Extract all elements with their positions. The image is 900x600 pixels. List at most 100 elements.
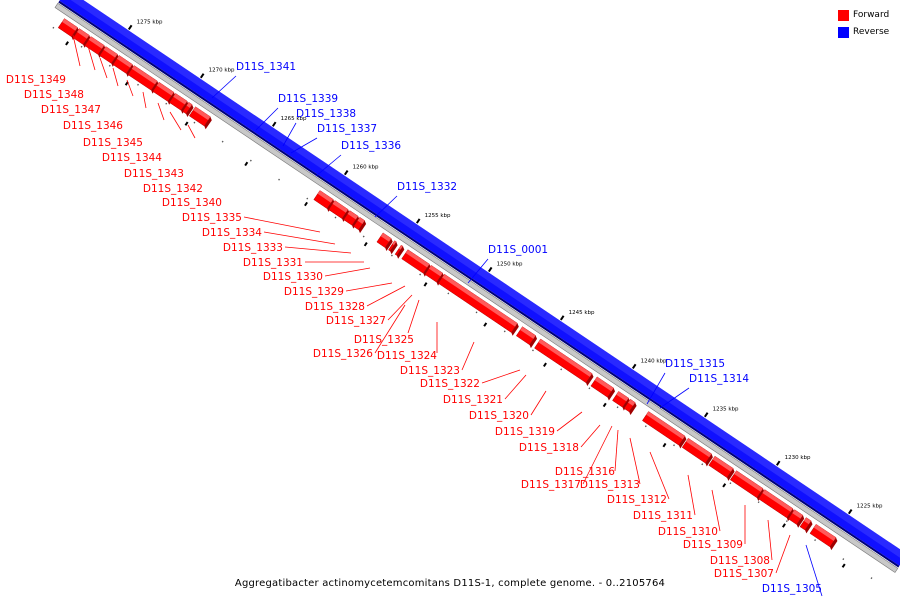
leader-line-d11s_1346 [112,67,119,87]
minor-tick [334,216,337,219]
leader-line-d11s_1330 [324,267,371,277]
forward-gene-side [678,436,687,449]
forward-gene-side [586,373,594,386]
minor-tick [475,311,478,314]
legend-forward: Forward [838,8,898,22]
gene-label-d11s_1348: D11S_1348 [24,89,84,101]
leader-line-d11s_1325 [407,299,420,334]
major-tick [184,121,189,126]
ruler-tick [271,121,277,127]
forward-gene-side [181,101,189,114]
leader-line-d11s_1328 [366,285,406,307]
leader-line-d11s_1334 [263,231,336,245]
gene-label-d11s_1309: D11S_1309 [683,539,743,551]
gene-label-d11s_1339: D11S_1339 [278,93,338,105]
gene-label-d11s_1327: D11S_1327 [326,315,386,327]
leader-line-d11s_1344 [142,91,147,109]
minor-tick [306,197,309,200]
gene-label-d11s_1315: D11S_1315 [665,358,725,370]
gene-label-d11s_1336: D11S_1336 [341,140,401,152]
gene-label-d11s_0001: D11S_0001 [488,244,548,256]
ruler-tick [775,460,781,466]
forward-gene-top [405,249,430,268]
leader-line-d11s_1342 [169,111,182,131]
forward-gene-side [167,92,176,105]
leader-line-d11s_1308 [767,519,773,561]
ruler-tick-label: 1225 kbp [857,504,883,510]
ruler-tick [415,218,421,224]
gene-label-d11s_1329: D11S_1329 [284,286,344,298]
gene-label-d11s_1314: D11S_1314 [689,373,749,385]
forward-gene-side [829,537,838,551]
gene-labels: D11S_1349 D11S_1348 D11S_1347 D11S_1346 D11S… [6,61,822,595]
leader-line-d11s_1315 [646,372,666,405]
gene-label-d11s_1325: D11S_1325 [354,334,414,346]
major-tick [363,241,368,247]
minor-tick [52,26,55,29]
forward-gene-top [712,456,734,472]
ruler-tick-label: 1245 kbp [569,310,595,316]
minor-tick [588,387,591,390]
gene-label-d11s_1326: D11S_1326 [313,348,373,360]
leader-line-d11s_1310 [711,489,721,532]
forward-gene-top [186,102,193,108]
ruler-tick-label: 1270 kbp [209,68,235,74]
gene-label-d11s_1334: D11S_1334 [202,227,262,239]
minor-tick [137,83,139,86]
forward-gene-top [734,470,763,492]
gene-label-d11s_1347: D11S_1347 [41,104,101,116]
ruler-tick [703,412,709,418]
reverse-strand-shadow [58,0,900,568]
gene-label-d11s_1321: D11S_1321 [443,394,503,406]
forward-gene-top [792,509,803,519]
legend-reverse: Reverse [838,25,898,39]
leader-line-d11s_1313 [629,437,641,485]
leader-line-d11s_1307 [775,534,791,574]
leader-line-d11s_1338 [282,122,297,147]
major-tick [483,322,488,327]
major-tick [662,442,667,448]
minor-tick [616,406,619,409]
minor-tick [870,577,873,580]
major-tick [244,161,249,167]
minor-tick [814,539,817,542]
forward-gene-side [352,216,360,229]
gene-label-d11s_1346: D11S_1346 [63,120,123,132]
forward-gene-side [511,323,519,336]
major-tick [65,41,69,46]
gene-label-d11s_1317: D11S_1317 [521,479,581,491]
reverse-swatch [838,26,849,38]
ruler-tick-label: 1235 kbp [713,407,739,413]
leader-line-d11s_1337 [290,137,318,154]
minor-tick [278,178,281,181]
ruler-tick-label: 1265 kbp [281,116,307,122]
minor-tick [447,292,450,295]
gene-label-d11s_1313: D11S_1313 [580,479,640,491]
ruler-tick [199,73,205,79]
ruler-tick-label: 1275 kbp [137,19,163,25]
forward-gene-side [805,520,813,534]
forward-gene-top [520,326,536,339]
forward-gene-side [385,238,393,251]
major-tick [304,201,308,207]
reverse-strand-highlight [70,0,900,558]
forward-gene-side [423,264,431,277]
leader-line-d11s_1312 [649,451,670,500]
forward-gene-side [705,453,713,467]
gene-label-d11s_1324: D11S_1324 [377,350,437,362]
forward-gene-top [813,524,836,541]
minor-tick [503,330,506,333]
gene-label-d11s_1332: D11S_1332 [397,181,457,193]
forward-gene-top [357,217,365,224]
minor-tick [193,121,196,124]
forward-gene-top [131,65,158,85]
forward-gene-top [317,190,334,203]
forward-gene-side [126,64,134,77]
gene-label-d11s_1331: D11S_1331 [243,257,303,269]
gene-label-d11s_1341: D11S_1341 [236,61,296,73]
minor-tick [390,254,393,257]
forward-gene-top [347,210,359,220]
forward-gene-side [786,508,795,522]
forward-label: Forward [853,10,890,20]
forward-gene-side [186,104,194,117]
